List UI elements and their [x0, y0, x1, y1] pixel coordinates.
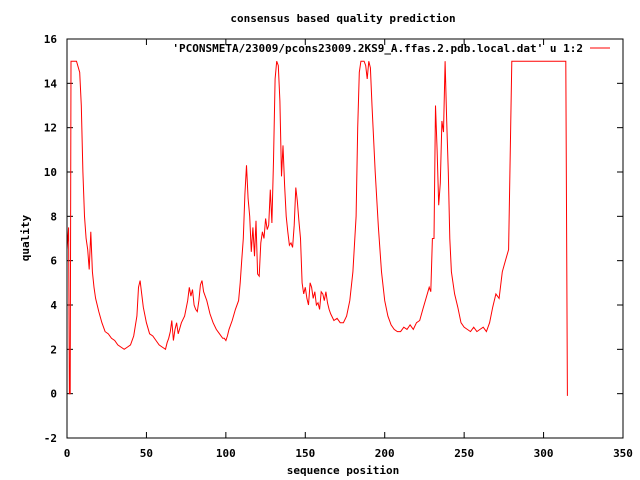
y-tick-label: 12 — [44, 122, 57, 135]
series-line — [66, 60, 568, 396]
y-tick-label: 2 — [50, 343, 57, 356]
x-tick-label: 0 — [64, 447, 71, 460]
y-tick-label: 8 — [50, 210, 57, 223]
x-tick-label: 300 — [534, 447, 554, 460]
series-lines — [66, 60, 568, 396]
plot-frame — [66, 38, 624, 439]
y-axis-label: quality — [19, 214, 32, 261]
y-tick-label: 0 — [50, 388, 57, 401]
y-tick-label: -2 — [44, 432, 57, 445]
x-tick-label: 50 — [140, 447, 153, 460]
x-tick-label: 150 — [295, 447, 315, 460]
x-axis-ticks: 0 50 100 150 200 250 300 350 — [64, 39, 633, 460]
y-tick-label: 10 — [44, 166, 57, 179]
x-tick-label: 100 — [216, 447, 236, 460]
x-tick-label: 350 — [613, 447, 633, 460]
legend: 'PCONSMETA/23009/pcons23009.2KS9_A.ffas.… — [172, 42, 610, 55]
x-tick-label: 200 — [375, 447, 395, 460]
y-axis-ticks: -2 0 2 4 6 8 10 12 14 16 — [44, 33, 623, 445]
x-axis-label: sequence position — [287, 464, 400, 477]
y-tick-label: 4 — [50, 299, 57, 312]
y-tick-label: 16 — [44, 33, 58, 46]
chart-title: consensus based quality prediction — [230, 12, 455, 25]
y-tick-label: 14 — [44, 77, 58, 90]
y-tick-label: 6 — [50, 255, 57, 268]
legend-label: 'PCONSMETA/23009/pcons23009.2KS9_A.ffas.… — [172, 42, 583, 55]
x-tick-label: 250 — [454, 447, 474, 460]
